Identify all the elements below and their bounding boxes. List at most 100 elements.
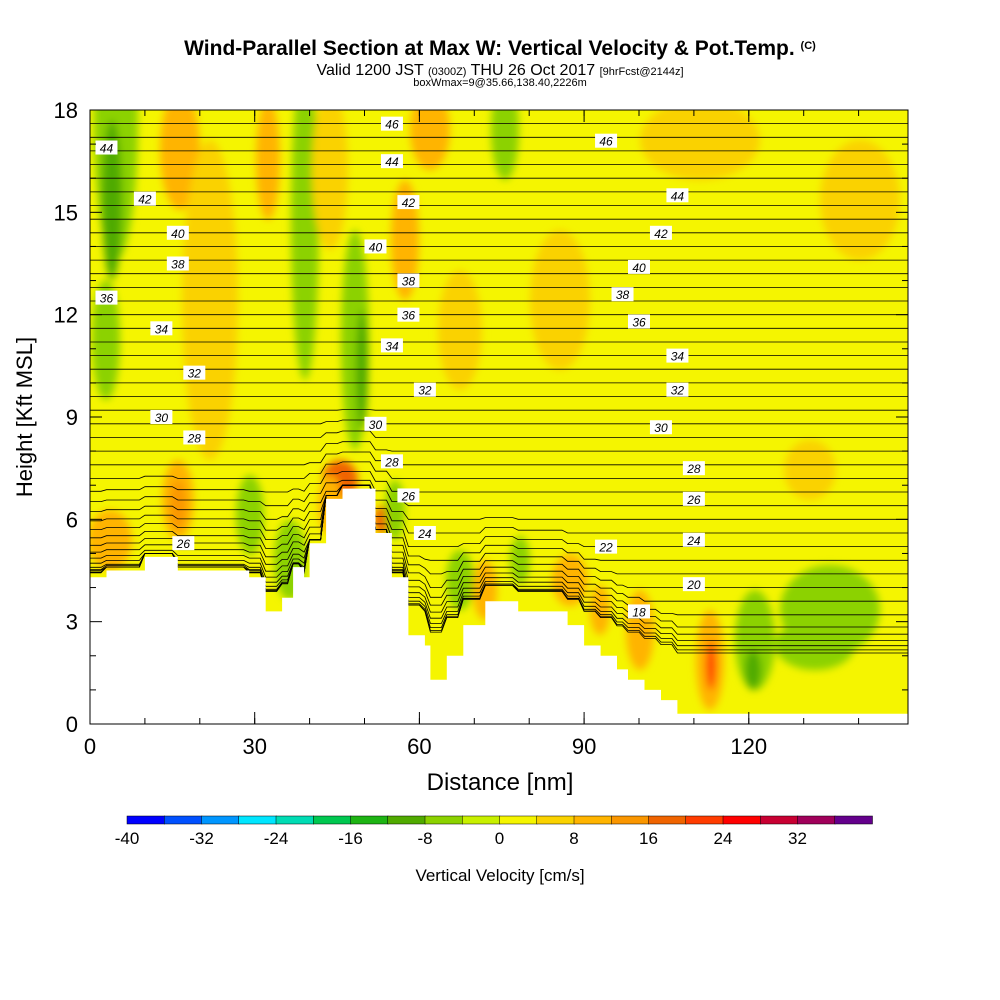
chart-subtitle: Valid 1200 JST (0300Z) THU 26 Oct 2017 [… xyxy=(0,62,1000,80)
contour-label-7: 30 xyxy=(150,410,173,425)
colorbar-swatch-17 xyxy=(760,815,799,825)
theta-line-18 xyxy=(90,441,908,452)
contour-label-bg-35 xyxy=(682,577,705,592)
colorbar-swatch-2 xyxy=(201,815,240,825)
contour-label-bg-36 xyxy=(627,604,650,619)
contour-label-bg-18 xyxy=(364,416,387,431)
colorbar-label: Vertical Velocity [cm/s] xyxy=(415,866,584,885)
contour-label-text-27: 36 xyxy=(632,315,646,329)
colorbar-tick-label-3: -16 xyxy=(338,829,363,848)
theta-line-21 xyxy=(90,409,908,411)
contour-label-18: 30 xyxy=(364,416,387,432)
contour-label-text-10: 46 xyxy=(385,118,399,132)
forecast-info: [9hrFcst@2144z] xyxy=(599,66,684,78)
contour-label-bg-9 xyxy=(172,536,195,551)
theta-line-10 xyxy=(90,484,908,561)
contour-label-bg-0 xyxy=(95,140,118,155)
theta-line-11 xyxy=(90,484,908,547)
contour-label-text-0: 44 xyxy=(100,142,114,156)
contour-label-21: 24 xyxy=(413,525,436,541)
velocity-patch-24 xyxy=(236,475,264,555)
copyright-mark: (C) xyxy=(800,40,816,52)
contour-label-0: 44 xyxy=(95,140,118,156)
velocity-patch-5 xyxy=(291,110,319,380)
contour-label-30: 30 xyxy=(649,420,672,435)
velocity-patch-37 xyxy=(775,620,855,670)
y-tick-label-2: 6 xyxy=(66,507,78,532)
theta-line-12 xyxy=(90,484,908,534)
colorbar-swatch-7 xyxy=(387,815,426,825)
contour-label-bg-12 xyxy=(397,195,420,210)
theta-line-4 xyxy=(90,484,908,635)
contour-label-10: 46 xyxy=(380,116,403,132)
contour-label-bg-2 xyxy=(166,225,189,240)
colorbar-swatch-6 xyxy=(350,815,389,825)
contour-label-text-19: 28 xyxy=(384,455,399,469)
utc-time: (0300Z) xyxy=(427,66,467,78)
valid-date: THU 26 Oct 2017 xyxy=(470,62,596,79)
valid-time: Valid 1200 JST xyxy=(316,62,424,79)
contour-label-text-35: 20 xyxy=(686,578,701,592)
contour-label-25: 40 xyxy=(627,259,650,275)
contour-label-text-32: 26 xyxy=(686,493,701,507)
contour-label-bg-31 xyxy=(682,461,705,476)
contour-label-33: 24 xyxy=(682,532,705,548)
contour-label-8: 28 xyxy=(183,430,206,445)
colorbar-swatch-3 xyxy=(238,815,277,825)
contour-label-bg-28 xyxy=(666,348,689,363)
velocity-patch-17 xyxy=(784,440,836,500)
colorbar-swatch-16 xyxy=(722,815,761,825)
contour-label-text-2: 40 xyxy=(171,227,185,241)
velocity-patch-1 xyxy=(102,120,122,280)
contour-label-text-23: 44 xyxy=(671,189,685,203)
theta-line-6 xyxy=(90,484,908,616)
contour-label-17: 32 xyxy=(413,382,436,398)
contour-label-bg-33 xyxy=(682,532,705,547)
contour-label-6: 32 xyxy=(183,365,206,381)
theta-line-20 xyxy=(90,419,908,425)
colorbar-swatch-19 xyxy=(834,815,873,825)
contour-label-29: 32 xyxy=(666,382,689,398)
contour-label-text-18: 30 xyxy=(369,418,383,432)
x-tick-label-3: 90 xyxy=(572,734,596,759)
contour-label-16: 34 xyxy=(380,338,403,353)
contour-label-bg-7 xyxy=(150,410,173,424)
contour-label-text-9: 26 xyxy=(176,537,191,551)
contour-label-text-12: 42 xyxy=(402,196,416,210)
y-tick-label-0: 0 xyxy=(66,712,78,737)
contour-label-text-14: 38 xyxy=(402,275,416,289)
colorbar-tick-label-5: 0 xyxy=(495,829,504,848)
contour-label-19: 28 xyxy=(380,454,403,469)
colorbar-swatch-12 xyxy=(573,815,612,825)
contour-label-text-36: 18 xyxy=(632,605,646,619)
contour-label-text-30: 30 xyxy=(654,421,668,435)
theta-line-17 xyxy=(90,451,908,466)
y-tick-label-6: 18 xyxy=(54,98,78,123)
y-tick-label-3: 9 xyxy=(66,405,78,430)
contour-label-bg-17 xyxy=(413,382,436,397)
contour-label-text-33: 24 xyxy=(686,534,701,548)
colorbar-swatch-13 xyxy=(611,815,650,825)
contour-label-text-4: 36 xyxy=(100,292,114,306)
theta-line-15 xyxy=(90,471,908,493)
contour-label-text-20: 26 xyxy=(401,489,416,503)
contour-label-text-26: 38 xyxy=(616,288,630,302)
contour-label-11: 44 xyxy=(380,154,403,169)
velocity-patch-2 xyxy=(92,280,120,400)
x-tick-label-4: 120 xyxy=(730,734,767,759)
velocity-patch-33 xyxy=(706,640,716,690)
contour-label-4: 36 xyxy=(95,290,118,306)
colorbar-tick-label-6: 8 xyxy=(569,829,578,848)
contour-label-text-22: 46 xyxy=(599,135,613,149)
velocity-patch-9 xyxy=(312,110,348,250)
contour-label-bg-11 xyxy=(380,154,403,169)
contour-label-bg-5 xyxy=(150,321,173,336)
x-axis-label: Distance [nm] xyxy=(427,769,574,796)
contour-label-bg-13 xyxy=(364,239,387,254)
theta-contours xyxy=(90,110,908,654)
colorbar-swatch-11 xyxy=(536,815,575,825)
velocity-patch-3 xyxy=(160,110,200,210)
contour-label-text-6: 32 xyxy=(188,367,202,381)
